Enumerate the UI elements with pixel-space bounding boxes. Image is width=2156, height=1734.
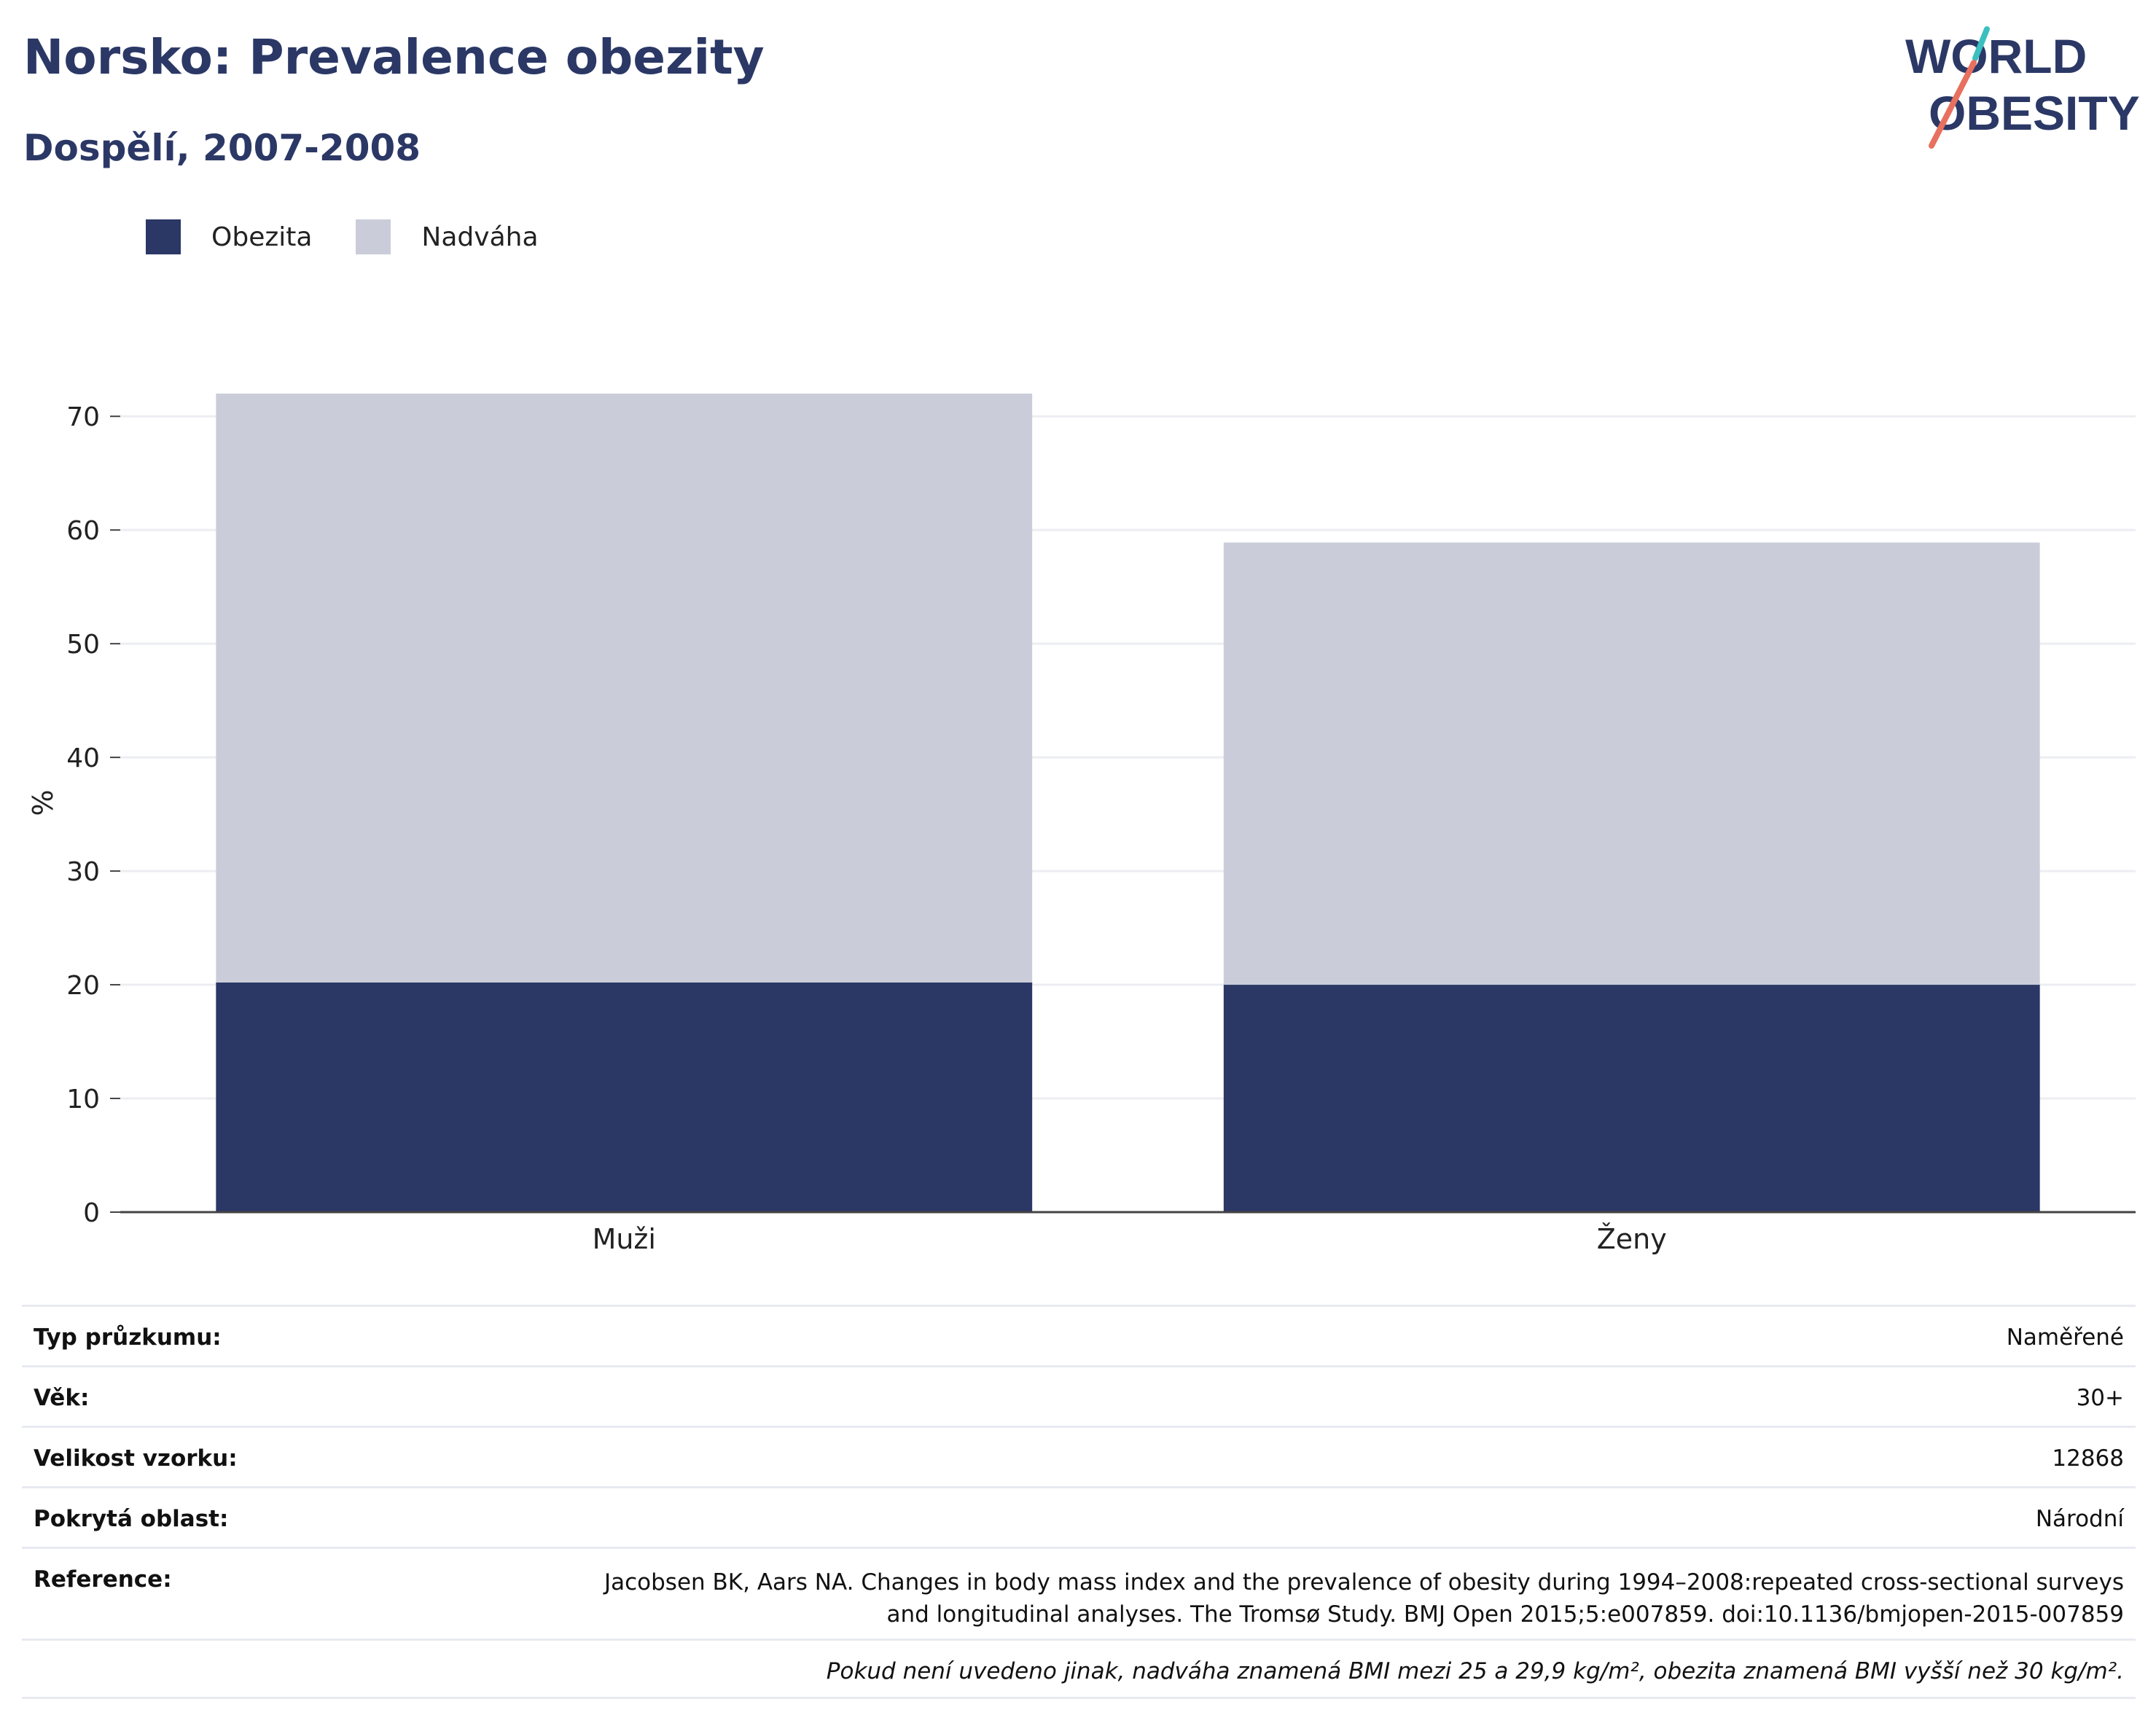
logo-slash-teal bbox=[1972, 26, 1990, 61]
legend-label-obesity: Obezita bbox=[211, 222, 313, 252]
x-tick-label: Ženy bbox=[1597, 1223, 1667, 1255]
y-tick-label: 60 bbox=[66, 516, 100, 546]
info-label: Typ průzkumu: bbox=[34, 1324, 222, 1351]
y-tick-label: 20 bbox=[66, 971, 100, 1001]
y-tick-label: 50 bbox=[66, 630, 100, 660]
legend-swatch-overweight bbox=[356, 219, 391, 254]
y-tick-label: 70 bbox=[66, 402, 100, 432]
legend-label-overweight: Nadváha bbox=[421, 222, 539, 252]
info-row-age: Věk: 30+ bbox=[22, 1365, 2136, 1426]
world-obesity-logo: WORLD OBESITY bbox=[1905, 26, 2140, 149]
info-label: Reference: bbox=[34, 1566, 172, 1593]
info-value: 12868 bbox=[2052, 1445, 2124, 1472]
info-row-coverage: Pokrytá oblast: Národní bbox=[22, 1486, 2136, 1547]
info-row-survey-type: Typ průzkumu: Naměřené bbox=[22, 1305, 2136, 1365]
info-value: 30+ bbox=[2076, 1385, 2124, 1411]
bar-overweight-0 bbox=[216, 394, 1033, 983]
bar-obesity-0 bbox=[216, 982, 1033, 1212]
logo-line2: OBESITY bbox=[1929, 86, 2140, 140]
logo-line1: WORLD bbox=[1905, 29, 2087, 83]
y-axis-label: % bbox=[27, 789, 59, 816]
info-value: Naměřené bbox=[2006, 1324, 2124, 1351]
chart-legend: Obezita Nadváha bbox=[146, 219, 582, 255]
info-row-reference: Reference: Jacobsen BK, Aars NA. Changes… bbox=[22, 1547, 2136, 1639]
info-label: Velikost vzorku: bbox=[34, 1445, 238, 1472]
bar-overweight-1 bbox=[1223, 542, 2040, 985]
info-label: Věk: bbox=[34, 1385, 90, 1411]
legend-item-obesity: Obezita bbox=[146, 219, 312, 254]
bmi-definition-note: Pokud není uvedeno jinak, nadváha znamen… bbox=[22, 1639, 2136, 1699]
page-subtitle: Dospělí, 2007-2008 bbox=[23, 127, 421, 169]
y-tick-label: 0 bbox=[83, 1198, 100, 1228]
page-title: Norsko: Prevalence obezity bbox=[23, 29, 765, 85]
survey-info-table: Typ průzkumu: Naměřené Věk: 30+ Velikost… bbox=[22, 1305, 2136, 1699]
bar-obesity-1 bbox=[1223, 985, 2040, 1212]
y-tick-label: 40 bbox=[66, 743, 100, 773]
y-tick-label: 30 bbox=[66, 857, 100, 887]
info-row-sample-size: Velikost vzorku: 12868 bbox=[22, 1426, 2136, 1486]
reference-line-2: and longitudinal analyses. The Tromsø St… bbox=[886, 1601, 2124, 1628]
stacked-bar-chart: 0 10 20 30 40 50 60 70% Muži Ženy bbox=[27, 394, 2136, 1255]
legend-item-overweight: Nadváha bbox=[356, 219, 539, 254]
reference-line-1: Jacobsen BK, Aars NA. Changes in body ma… bbox=[604, 1569, 2124, 1596]
reference-text: Jacobsen BK, Aars NA. Changes in body ma… bbox=[604, 1566, 2124, 1630]
y-tick-label: 10 bbox=[66, 1085, 100, 1114]
info-label: Pokrytá oblast: bbox=[34, 1506, 229, 1532]
legend-swatch-obesity bbox=[146, 219, 181, 254]
x-tick-label: Muži bbox=[593, 1223, 656, 1255]
logo-slash-coral bbox=[1929, 60, 1977, 149]
info-value: Národní bbox=[2035, 1506, 2124, 1532]
